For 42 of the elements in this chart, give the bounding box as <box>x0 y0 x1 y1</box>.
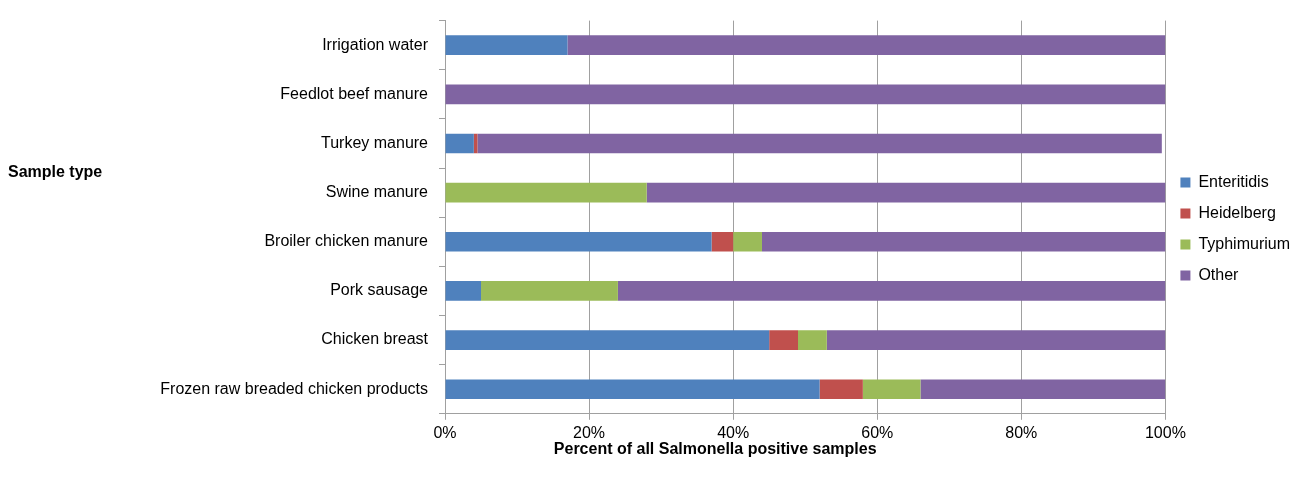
bar <box>733 231 762 252</box>
bar <box>445 182 647 203</box>
y-axis-title: Sample type <box>8 163 103 181</box>
x-tick-label: 100% <box>1144 423 1186 441</box>
bar <box>445 133 474 154</box>
y-tick-label: Irrigation water <box>322 35 429 53</box>
x-tick-label: 40% <box>717 423 750 441</box>
bar <box>617 281 1166 301</box>
bar <box>445 330 770 350</box>
bar <box>445 35 568 56</box>
bar <box>445 281 482 301</box>
bar <box>862 379 921 400</box>
bar <box>769 330 799 350</box>
y-tick-label: Pork sausage <box>330 281 429 299</box>
y-tick-label: Chicken breast <box>321 330 429 348</box>
legend-label: Heidelberg <box>1198 203 1276 221</box>
bar <box>646 182 1166 203</box>
legend-label: Enteritidis <box>1198 172 1269 190</box>
bar <box>826 330 1166 350</box>
bar <box>481 281 618 301</box>
bar <box>445 379 820 400</box>
y-tick-label: Swine manure <box>325 183 429 201</box>
bar <box>445 84 1166 105</box>
x-tick-label: 20% <box>573 423 606 441</box>
bar <box>920 379 1166 400</box>
y-tick-label: Turkey manure <box>321 133 429 151</box>
bar <box>445 231 712 252</box>
x-tick-label: 0% <box>433 423 457 441</box>
y-tick-label: Broiler chicken manure <box>264 232 429 250</box>
y-tick-label: Feedlot beef manure <box>280 84 429 102</box>
x-tick-label: 80% <box>1005 423 1038 441</box>
legend-label: Typhimurium <box>1198 234 1290 252</box>
bar <box>819 379 863 400</box>
x-axis-title: Percent of all Salmonella positive samples <box>553 440 877 458</box>
bar <box>798 330 827 350</box>
bar <box>711 231 734 252</box>
y-tick-label: Frozen raw breaded chicken products <box>160 379 428 397</box>
bar <box>477 133 1162 154</box>
bar <box>761 231 1166 252</box>
legend-label: Other <box>1198 265 1240 283</box>
x-tick-label: 60% <box>861 423 894 441</box>
bar <box>567 35 1166 56</box>
